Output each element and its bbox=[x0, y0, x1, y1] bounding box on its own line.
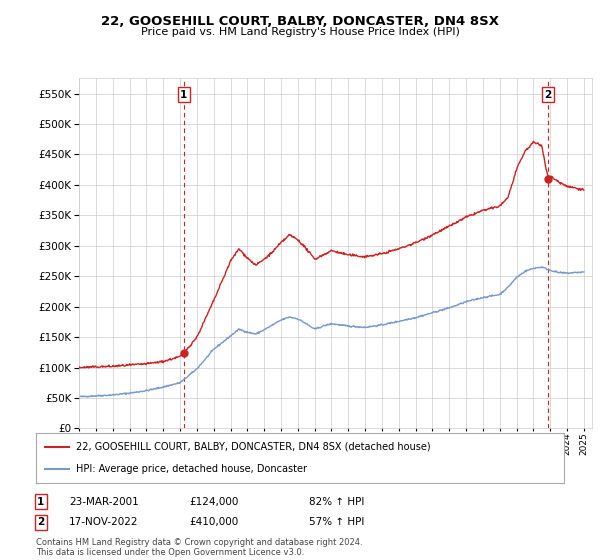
Text: 1: 1 bbox=[37, 497, 44, 507]
Text: 17-NOV-2022: 17-NOV-2022 bbox=[69, 517, 139, 528]
Text: 2: 2 bbox=[37, 517, 44, 528]
Text: 2: 2 bbox=[545, 90, 552, 100]
Text: 22, GOOSEHILL COURT, BALBY, DONCASTER, DN4 8SX (detached house): 22, GOOSEHILL COURT, BALBY, DONCASTER, D… bbox=[76, 442, 430, 452]
Text: £410,000: £410,000 bbox=[189, 517, 238, 528]
Text: 1: 1 bbox=[180, 90, 187, 100]
Text: 22, GOOSEHILL COURT, BALBY, DONCASTER, DN4 8SX: 22, GOOSEHILL COURT, BALBY, DONCASTER, D… bbox=[101, 15, 499, 27]
Text: 23-MAR-2001: 23-MAR-2001 bbox=[69, 497, 139, 507]
Text: £124,000: £124,000 bbox=[189, 497, 238, 507]
Text: 57% ↑ HPI: 57% ↑ HPI bbox=[309, 517, 364, 528]
Text: Price paid vs. HM Land Registry's House Price Index (HPI): Price paid vs. HM Land Registry's House … bbox=[140, 27, 460, 37]
Text: Contains HM Land Registry data © Crown copyright and database right 2024.
This d: Contains HM Land Registry data © Crown c… bbox=[36, 538, 362, 557]
Text: HPI: Average price, detached house, Doncaster: HPI: Average price, detached house, Donc… bbox=[76, 464, 307, 474]
Text: 82% ↑ HPI: 82% ↑ HPI bbox=[309, 497, 364, 507]
